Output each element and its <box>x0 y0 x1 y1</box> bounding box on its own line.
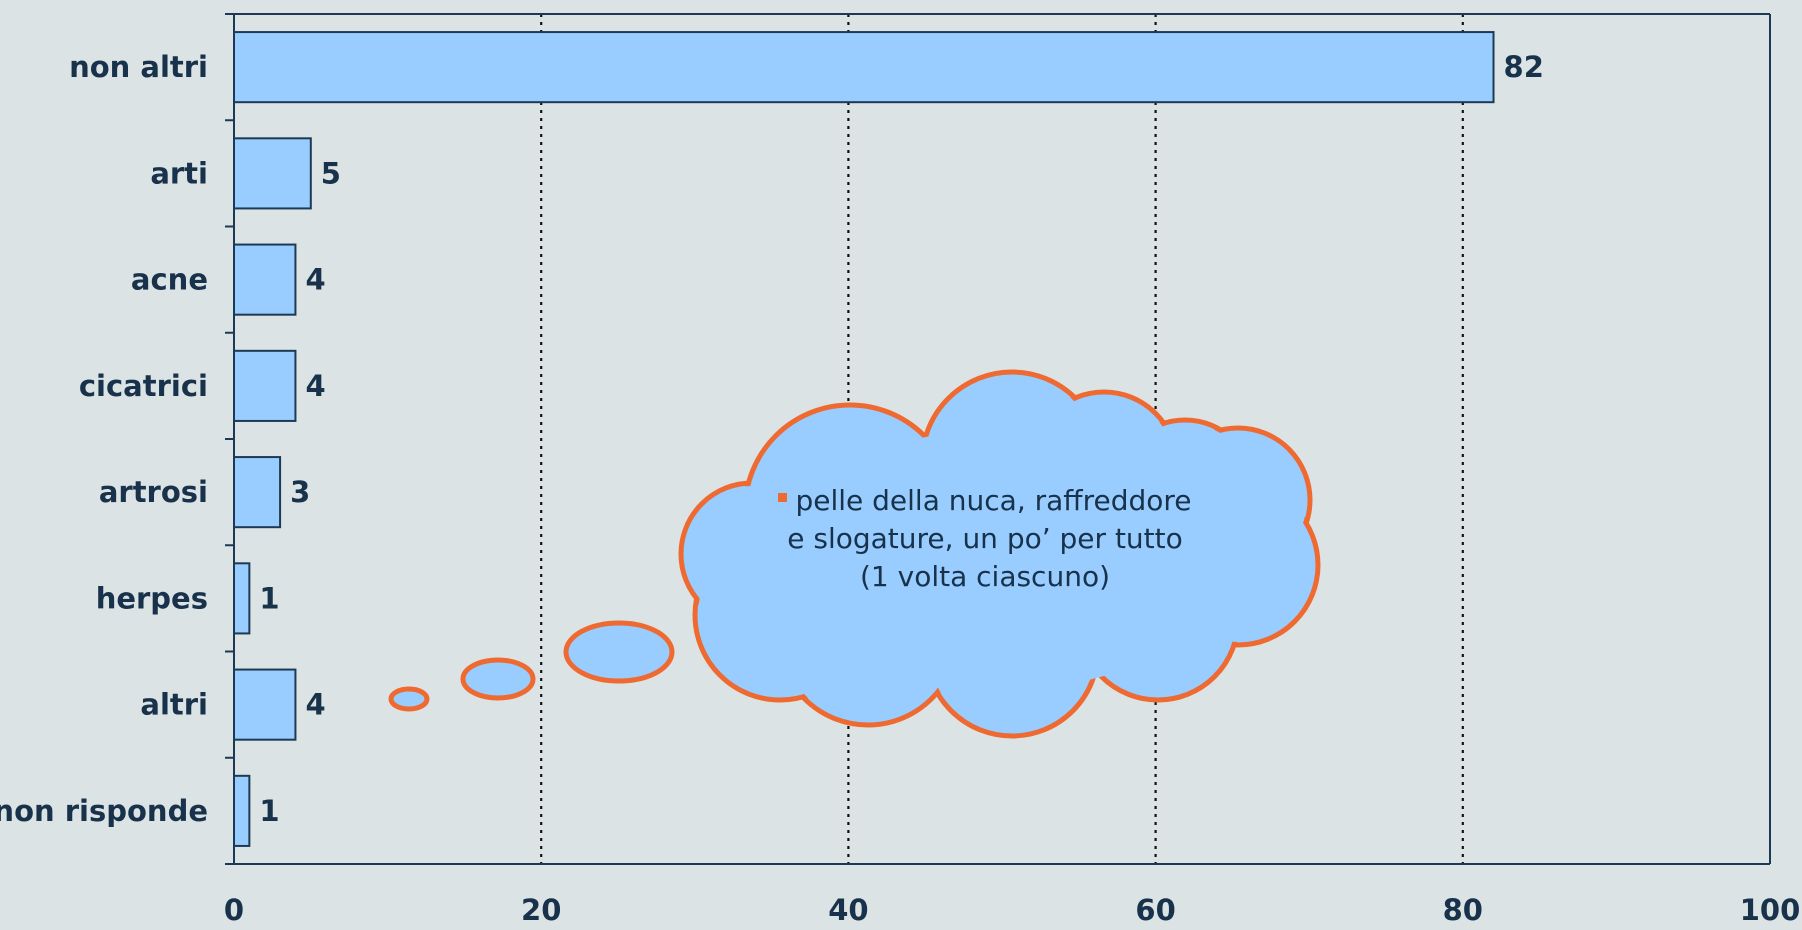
bar <box>233 243 297 316</box>
bar-value-label: 5 <box>321 156 341 190</box>
bar-value-label: 1 <box>259 581 279 615</box>
category-label: arti <box>150 156 208 190</box>
callout-tail-medium <box>460 657 536 701</box>
axis-layer <box>225 13 1771 865</box>
category-label: acne <box>131 263 208 297</box>
bar <box>233 774 251 847</box>
bullet-icon <box>778 492 788 502</box>
bar <box>233 349 297 422</box>
x-tick-label: 60 <box>1135 893 1175 926</box>
callout-bubble <box>388 369 1321 739</box>
category-label: altri <box>140 688 208 722</box>
bar <box>233 668 297 741</box>
bar-value-label: 1 <box>259 794 279 828</box>
labels-layer: 0 20 40 60 80 100 82 non altri 5 arti 4 acne 4 cicatr… <box>0 50 1801 927</box>
bars-layer <box>233 31 1495 847</box>
callout-tail-small <box>388 686 430 712</box>
callout-tail-large <box>563 620 675 684</box>
category-label: cicatrici <box>79 369 208 403</box>
callout-cloud-fill <box>684 375 1315 733</box>
bar <box>233 31 1495 104</box>
x-tick-label: 100 <box>1740 893 1801 926</box>
category-label: non altri <box>69 50 208 84</box>
category-label: non risponde <box>0 794 208 828</box>
bar-value-label: 82 <box>1504 50 1544 84</box>
bar-value-label: 4 <box>305 688 325 722</box>
callout-text-box: pelle della nuca, raffreddore e slogatur… <box>770 482 1200 596</box>
category-label: herpes <box>96 581 208 615</box>
x-tick-label: 20 <box>521 893 561 926</box>
bar <box>233 456 282 529</box>
bar-value-label: 4 <box>305 263 325 297</box>
category-label: artrosi <box>99 475 208 509</box>
callout-text: pelle della nuca, raffreddore e slogatur… <box>787 484 1192 593</box>
bar-value-label: 4 <box>305 369 325 403</box>
x-tick-label: 80 <box>1443 893 1483 926</box>
bar <box>233 562 251 635</box>
x-tick-label: 0 <box>224 893 244 926</box>
bar-value-label: 3 <box>290 475 310 509</box>
bar <box>233 137 312 210</box>
x-tick-label: 40 <box>828 893 868 926</box>
